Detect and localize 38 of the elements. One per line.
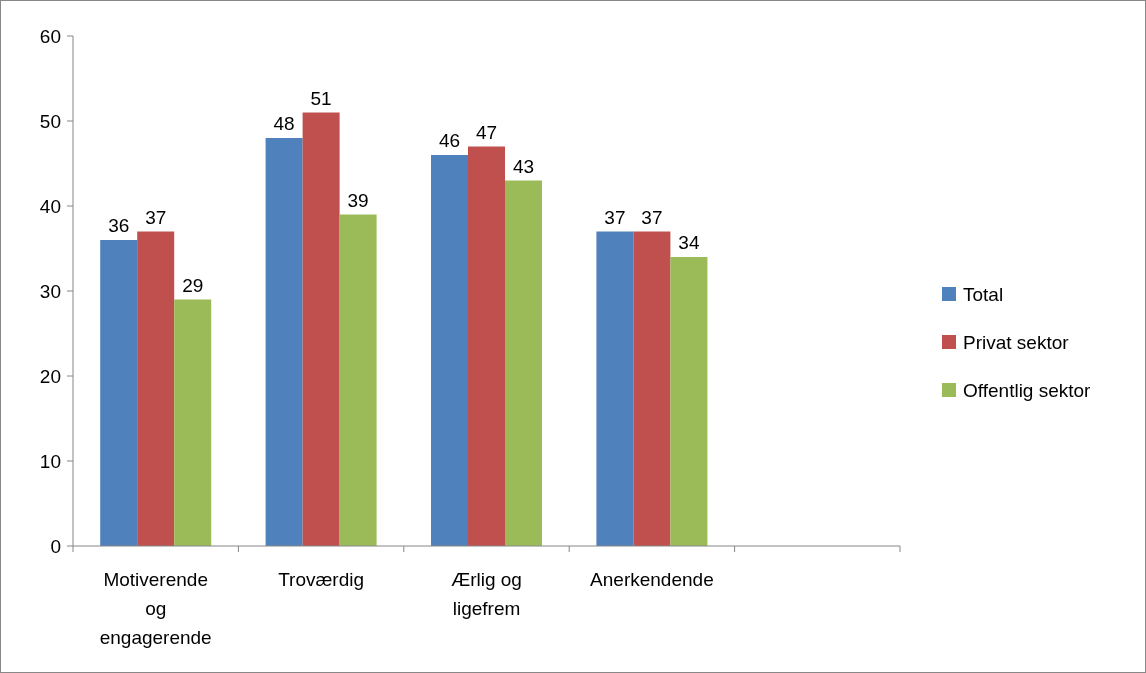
y-tick-label: 40	[39, 196, 61, 217]
bar	[339, 214, 377, 546]
legend-label: Total	[963, 284, 1004, 305]
data-label: 51	[310, 87, 332, 109]
data-label: 34	[678, 232, 700, 253]
bar	[633, 231, 671, 546]
y-tick-label: 50	[39, 111, 61, 132]
data-label: 48	[273, 113, 295, 134]
bar	[265, 138, 303, 546]
bar	[431, 155, 468, 546]
x-tick-label: Anerkendende	[590, 569, 714, 590]
data-label: 43	[512, 155, 535, 177]
legend-label: Offentlig sektor	[963, 380, 1092, 401]
bar	[505, 180, 542, 546]
data-label: 39	[347, 189, 369, 211]
x-tick-label: Troværdig	[278, 569, 365, 590]
y-tick-label: 10	[39, 451, 61, 472]
legend-label: Privat sektor	[963, 332, 1070, 353]
data-label: 47	[475, 121, 498, 143]
y-tick-label: 60	[39, 26, 61, 47]
data-label: 37	[641, 206, 663, 228]
data-label: 46	[438, 130, 461, 151]
bar	[468, 146, 505, 546]
bar	[302, 112, 340, 546]
bar	[174, 299, 212, 546]
y-tick-label: 20	[39, 366, 61, 387]
bar	[670, 257, 708, 546]
y-tick-label: 30	[39, 281, 61, 302]
x-tick-label: Motiverende og engagerende	[99, 569, 212, 648]
data-label: 29	[182, 274, 204, 296]
data-label: 36	[108, 215, 130, 236]
bar	[137, 231, 175, 546]
y-tick-label: 0	[50, 536, 61, 557]
data-label: 37	[604, 206, 626, 228]
data-label: 37	[145, 206, 167, 228]
x-tick-label: Ærlig og ligefrem	[451, 569, 522, 619]
bar	[596, 231, 634, 546]
bar	[100, 240, 138, 546]
